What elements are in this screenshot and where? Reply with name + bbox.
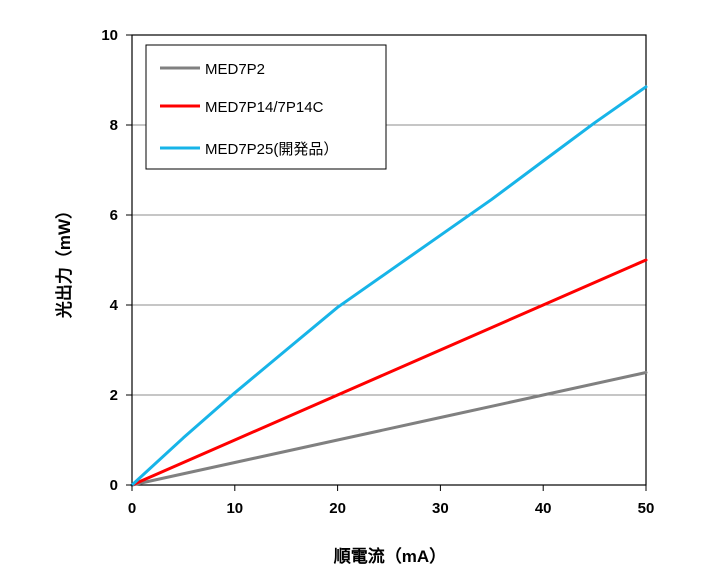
legend-label-med7p2: MED7P2 <box>205 61 265 78</box>
series-line-med7p25 <box>130 85 648 487</box>
y-tick-label-0: 0 <box>110 477 118 494</box>
x-tick-label-20: 20 <box>329 500 346 517</box>
y-tick-label-4: 4 <box>110 297 119 314</box>
x-tick-label-0: 0 <box>128 500 136 517</box>
series-line-med7p14 <box>130 258 648 487</box>
y-tick-label-6: 6 <box>110 207 118 224</box>
x-tick-label-40: 40 <box>535 500 552 517</box>
y-tick-label-2: 2 <box>110 387 118 404</box>
legend: MED7P2 MED7P14/7P14C MED7P25(開発品） <box>145 44 387 170</box>
series-lines <box>130 85 648 487</box>
x-tick-label-30: 30 <box>432 500 449 517</box>
x-axis-title: 順電流（mA） <box>334 546 446 566</box>
y-tick-label-10: 10 <box>101 27 118 44</box>
axis-ticks: 0 2 4 6 8 10 0 10 20 30 40 50 <box>101 27 654 517</box>
legend-label-med7p14: MED7P14/7P14C <box>205 99 324 116</box>
x-tick-label-10: 10 <box>226 500 243 517</box>
x-tick-label-50: 50 <box>638 500 655 517</box>
y-axis-title: 光出力（mW） <box>54 202 74 319</box>
series-line-med7p2 <box>130 371 648 487</box>
legend-label-med7p25: MED7P25(開発品） <box>205 141 338 158</box>
y-tick-label-8: 8 <box>110 117 118 134</box>
